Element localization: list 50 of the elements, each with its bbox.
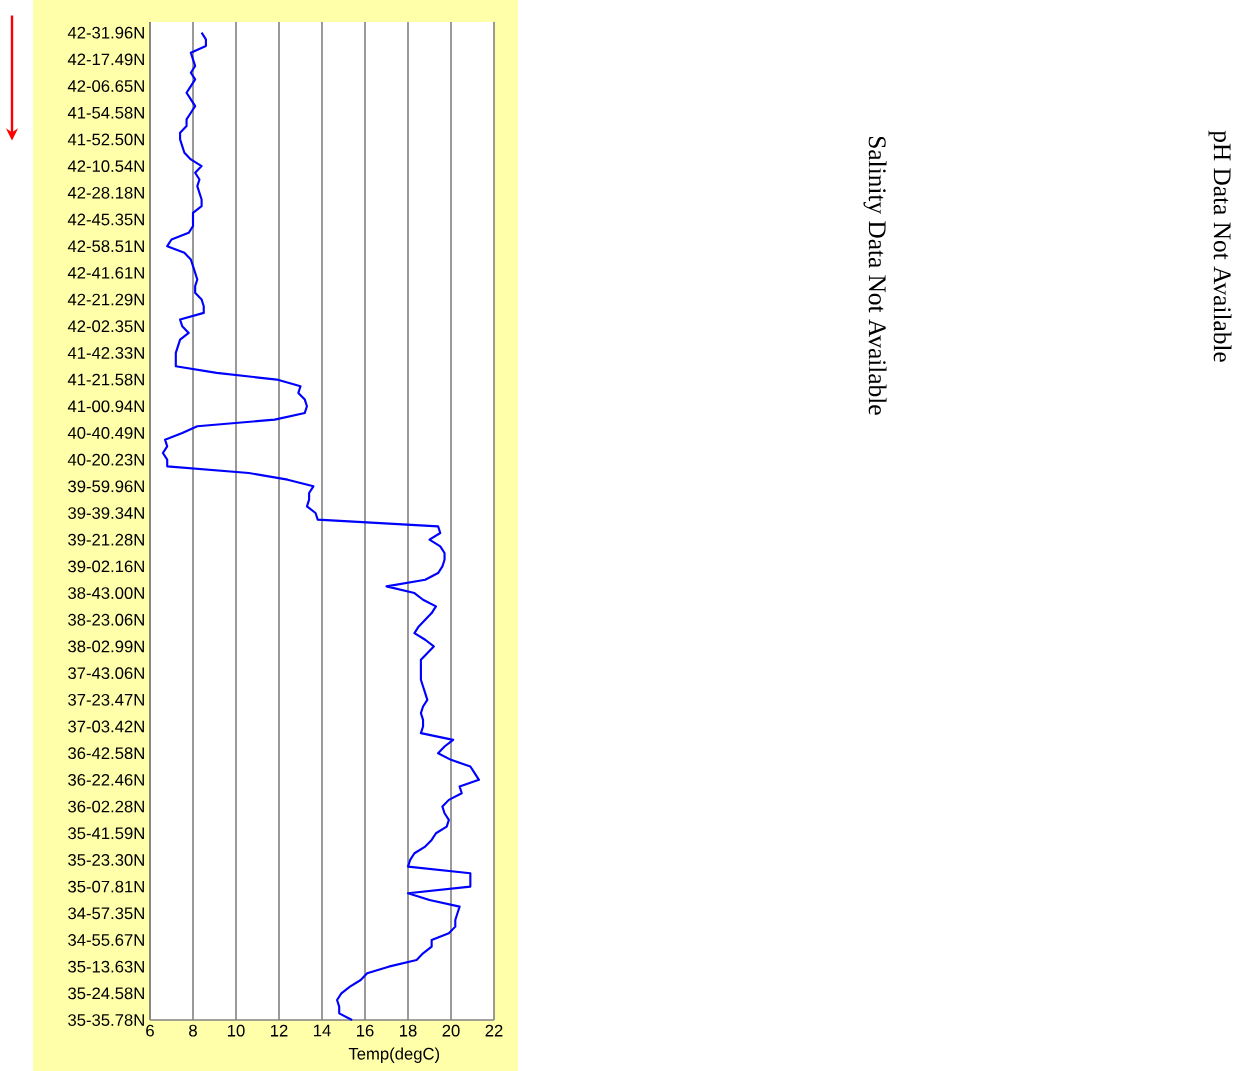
- x-tick-label: 22: [485, 1024, 503, 1037]
- y-tick-label: 35-13.63N: [68, 960, 144, 973]
- y-tick-label: 39-39.34N: [68, 507, 144, 519]
- y-tick-label: 39-59.96N: [68, 480, 144, 493]
- y-tick-label: 35-07.81N: [68, 880, 144, 893]
- y-tick-label: 38-23.06N: [68, 613, 144, 626]
- y-tick-label: 41-42.33N: [67, 347, 144, 359]
- y-tick-label: 42-02.35N: [67, 320, 144, 333]
- y-tick-label: 42-21.29N: [67, 293, 144, 306]
- y-tick-label: 35-35.78N: [68, 1014, 144, 1026]
- y-tick-label: 40-20.23N: [67, 453, 144, 466]
- y-tick-label: 39-02.16N: [68, 560, 144, 573]
- y-tick-label: 42-58.51N: [67, 240, 144, 253]
- x-tick-label: 8: [189, 1024, 197, 1037]
- y-tick-label: 41-52.50N: [67, 133, 144, 146]
- y-tick-label: 42-06.65N: [67, 80, 144, 92]
- x-tick-label: 10: [228, 1024, 245, 1037]
- y-tick-label: 35-41.59N: [68, 827, 144, 840]
- y-tick-label: 34-57.35N: [68, 907, 144, 920]
- y-tick-label: 42-41.61N: [67, 266, 144, 279]
- text: Salinity Data Not Available: [863, 136, 887, 415]
- x-tick-label: 20: [442, 1024, 460, 1037]
- y-tick-label: 41-00.94N: [67, 400, 144, 413]
- x-tick-label: 18: [400, 1024, 417, 1037]
- y-tick-label: 35-23.30N: [68, 854, 144, 866]
- y-tick-label: 34-55.67N: [68, 934, 144, 946]
- y-tick-label: 39-21.28N: [68, 533, 144, 546]
- y-tick-label: 42-28.18N: [67, 186, 144, 199]
- x-tick-label: 14: [314, 1024, 331, 1037]
- y-tick-label: 42-45.35N: [67, 213, 144, 226]
- y-tick-label: 37-23.47N: [68, 693, 144, 706]
- y-tick-label: 41-54.58N: [67, 106, 144, 119]
- y-tick-label: 40-40.49N: [67, 427, 144, 439]
- y-tick-label: 36-02.28N: [68, 800, 144, 813]
- x-axis-title: Temp(degC): [348, 1047, 440, 1063]
- y-tick-label: 42-31.96N: [67, 26, 144, 39]
- y-tick-label: 41-21.58N: [67, 373, 144, 386]
- y-tick-label: 42-17.49N: [67, 53, 144, 66]
- y-tick-label: 38-02.99N: [68, 640, 144, 653]
- x-tick-label: 16: [357, 1024, 374, 1037]
- text: pH Data Not Available: [1208, 130, 1232, 362]
- y-tick-label: 37-43.06N: [68, 667, 144, 680]
- y-tick-label: 36-42.58N: [68, 747, 144, 760]
- x-tick-label: 6: [146, 1024, 154, 1037]
- y-tick-label: 37-03.42N: [68, 720, 144, 733]
- y-tick-label: 36-22.46N: [68, 773, 144, 786]
- y-tick-label: 35-24.58N: [68, 987, 144, 1000]
- x-tick-label: 12: [271, 1024, 288, 1037]
- y-tick-label: 42-10.54N: [67, 160, 144, 173]
- y-tick-label: 38-43.00N: [68, 587, 144, 599]
